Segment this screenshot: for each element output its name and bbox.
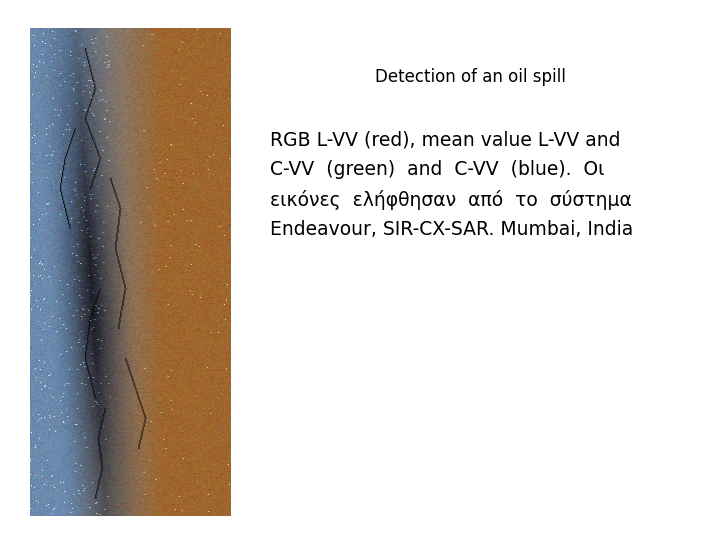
Text: Detection of an oil spill: Detection of an oil spill xyxy=(374,68,565,86)
Text: RGB L-VV (red), mean value L-VV and: RGB L-VV (red), mean value L-VV and xyxy=(270,130,621,149)
Text: εικόνες  ελήφθησαν  από  το  σύστημα: εικόνες ελήφθησαν από το σύστημα xyxy=(270,190,632,210)
Text: C-VV  (green)  and  C-VV  (blue).  Οι: C-VV (green) and C-VV (blue). Οι xyxy=(270,160,605,179)
Text: Endeavour, SIR-CX-SAR. Mumbai, India: Endeavour, SIR-CX-SAR. Mumbai, India xyxy=(270,220,634,239)
